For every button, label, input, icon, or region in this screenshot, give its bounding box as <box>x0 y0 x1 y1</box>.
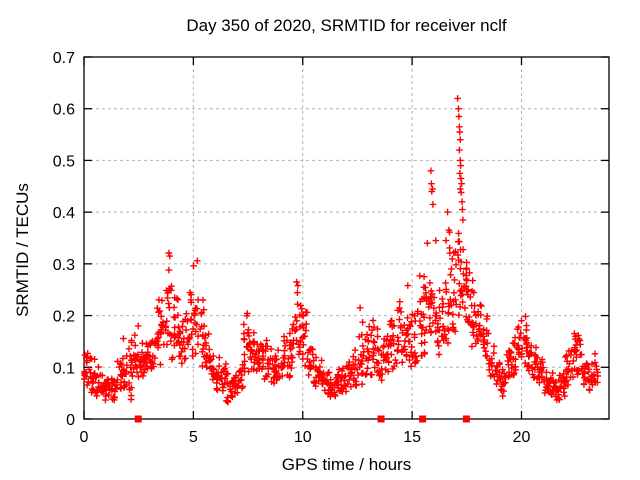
x-tick-label: 20 <box>513 429 531 446</box>
event-marker-square <box>377 415 385 423</box>
y-tick-label: 0.3 <box>53 257 75 274</box>
y-axis-label: SRMTID / TECUs <box>13 183 32 317</box>
y-tick-label: 0.6 <box>53 102 75 119</box>
tick-labels: 0 0.1 0.2 0.3 0.4 0.5 0.6 0.7 0 5 10 15 20 <box>53 50 531 446</box>
event-marker-square <box>134 415 142 423</box>
y-tick-label: 0.2 <box>53 309 75 326</box>
plot-frame <box>83 56 610 420</box>
x-tick-label: 5 <box>189 429 198 446</box>
event-marker-square <box>419 415 427 423</box>
y-tick-label: 0.5 <box>53 153 75 170</box>
y-tick-label: 0.4 <box>53 205 75 222</box>
x-tick-label: 10 <box>294 429 312 446</box>
scatter-points <box>80 95 601 406</box>
y-tick-label: 0.1 <box>53 360 75 377</box>
x-axis-label: GPS time / hours <box>281 455 412 474</box>
chart-title: Day 350 of 2020, SRMTID for receiver ncl… <box>186 16 507 35</box>
event-markers <box>134 415 470 423</box>
x-tick-label: 15 <box>403 429 421 446</box>
y-tick-label: 0 <box>66 412 75 429</box>
y-tick-label: 0.7 <box>53 50 75 67</box>
x-tick-label: 0 <box>80 429 89 446</box>
tick-marks <box>83 56 609 420</box>
event-marker-square <box>462 415 470 423</box>
